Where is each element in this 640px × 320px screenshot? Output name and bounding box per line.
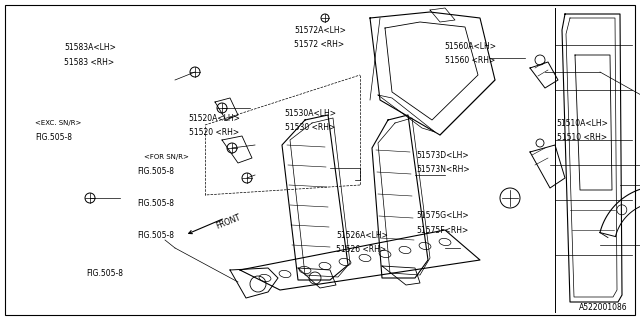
Text: FRONT: FRONT (215, 213, 243, 231)
Text: 51520 <RH>: 51520 <RH> (189, 128, 239, 137)
Text: A522001086: A522001086 (579, 303, 628, 312)
Text: 51510 <RH>: 51510 <RH> (557, 133, 607, 142)
Text: 51572A<LH>: 51572A<LH> (294, 26, 346, 35)
Text: <EXC. SN/R>: <EXC. SN/R> (35, 120, 81, 126)
Text: 51560 <RH>: 51560 <RH> (445, 56, 495, 65)
Text: 51583 <RH>: 51583 <RH> (64, 58, 114, 67)
Text: 51526 <RH>: 51526 <RH> (336, 245, 386, 254)
Text: 51573N<RH>: 51573N<RH> (416, 165, 470, 174)
Text: 51560A<LH>: 51560A<LH> (445, 42, 497, 51)
Text: FIG.505-8: FIG.505-8 (86, 269, 124, 278)
Text: 51583A<LH>: 51583A<LH> (64, 44, 116, 52)
Text: 51575G<LH>: 51575G<LH> (416, 212, 468, 220)
Text: 51575F<RH>: 51575F<RH> (416, 226, 468, 235)
Text: <FOR SN/R>: <FOR SN/R> (144, 154, 189, 160)
Text: 51510A<LH>: 51510A<LH> (557, 119, 609, 128)
Text: 51573D<LH>: 51573D<LH> (416, 151, 468, 160)
Text: FIG.505-8: FIG.505-8 (138, 231, 175, 240)
Text: FIG.505-8: FIG.505-8 (35, 133, 72, 142)
Text: FIG.505-8: FIG.505-8 (138, 199, 175, 208)
Text: FIG.505-8: FIG.505-8 (138, 167, 175, 176)
Text: 51530A<LH>: 51530A<LH> (285, 109, 337, 118)
Text: 51520A<LH>: 51520A<LH> (189, 114, 241, 123)
Text: 51572 <RH>: 51572 <RH> (294, 40, 344, 49)
Text: 51530 <RH>: 51530 <RH> (285, 124, 335, 132)
Text: 51526A<LH>: 51526A<LH> (336, 231, 388, 240)
